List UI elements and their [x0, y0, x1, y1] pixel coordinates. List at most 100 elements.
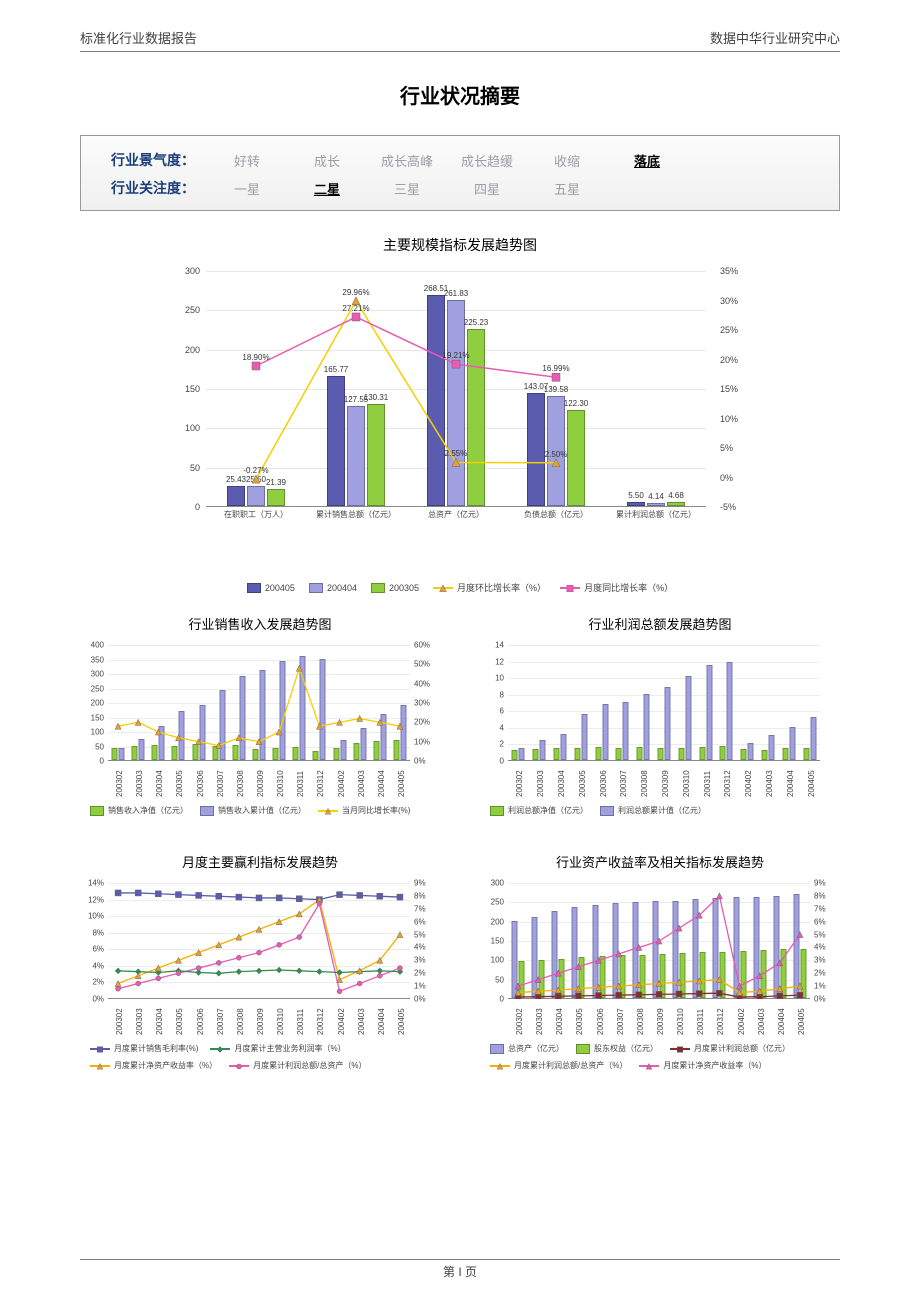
c5-bar — [579, 957, 585, 998]
c5-category: 200402 — [737, 1008, 746, 1035]
chart5-title: 行业资产收益率及相关指标发展趋势 — [480, 852, 840, 871]
c2-category: 200304 — [155, 770, 164, 797]
c3-bar — [644, 694, 650, 760]
c2-bar — [400, 705, 406, 760]
c4-category: 200306 — [196, 1008, 205, 1035]
c5-bar — [639, 955, 645, 998]
c5-category: 200312 — [716, 1008, 725, 1035]
legend-item: 当月同比增长率(%) — [318, 805, 410, 816]
c4-category: 200304 — [155, 1008, 164, 1035]
c5-category: 200304 — [555, 1008, 564, 1035]
c3-bar — [637, 747, 643, 760]
c2-bar — [360, 728, 366, 760]
c2-category: 200309 — [256, 770, 265, 797]
c3-bar — [748, 743, 754, 760]
footer-text: 第 I 页 — [0, 1263, 920, 1280]
c3-bar — [658, 748, 664, 760]
c5-category: 200308 — [636, 1008, 645, 1035]
c3-bar — [602, 704, 608, 760]
c2-bar — [139, 739, 145, 760]
c4-category: 200310 — [276, 1008, 285, 1035]
c2-bar — [179, 711, 185, 760]
c2-bar — [159, 726, 165, 760]
chart1-bar: 261.83 — [447, 300, 465, 506]
c4-category: 200302 — [115, 1008, 124, 1035]
c5-bar — [512, 921, 518, 998]
status-option: 二星 — [299, 179, 355, 198]
chart1-bar: 4.68 — [667, 502, 685, 506]
c2-bar — [112, 748, 118, 760]
c3-category: 200306 — [599, 770, 608, 797]
c3-bar — [699, 747, 705, 760]
c4-category: 200403 — [357, 1008, 366, 1035]
legend-item: 月度累计净资产收益率（%） — [639, 1060, 766, 1071]
c2-bar — [212, 746, 218, 760]
c5-bar — [793, 894, 799, 998]
c3-category: 200308 — [640, 770, 649, 797]
legend-item: 月度同比增长率（%） — [560, 581, 673, 594]
c2-bar — [300, 656, 306, 760]
c3-bar — [574, 748, 580, 760]
chart3-title: 行业利润总额发展趋势图 — [480, 614, 840, 633]
c2-category: 200311 — [296, 771, 305, 797]
c2-bar — [132, 746, 138, 760]
c3-category: 200310 — [682, 770, 691, 797]
c2-bar — [199, 705, 205, 760]
c3-bar — [720, 746, 726, 760]
c3-bar — [762, 750, 768, 760]
c5-category: 200303 — [535, 1008, 544, 1035]
c2-bar — [373, 741, 379, 760]
c4-category: 200312 — [316, 1008, 325, 1035]
c3-bar — [810, 717, 816, 760]
chart1-category: 总资产（亿元） — [406, 509, 506, 520]
c2-bar — [313, 751, 319, 760]
page-title: 行业状况摘要 — [60, 80, 860, 109]
legend-item: 月度累计利润总额（亿元） — [670, 1043, 790, 1054]
c5-bar — [612, 903, 618, 998]
footer-rule — [80, 1259, 840, 1260]
c3-category: 200404 — [786, 770, 795, 797]
c5-bar — [532, 917, 538, 998]
legend-item: 200305 — [371, 581, 419, 594]
chart1-category: 在职职工（万人） — [206, 509, 306, 520]
c2-category: 200310 — [276, 770, 285, 797]
c3-bar — [533, 749, 539, 760]
c3-bar — [727, 662, 733, 760]
c3-bar — [706, 665, 712, 760]
chart1-bar: 25.50 — [247, 486, 265, 506]
c5-bar — [780, 949, 786, 998]
c5-category: 200302 — [515, 1008, 524, 1035]
c3-category: 200311 — [703, 771, 712, 797]
c5-category: 200305 — [575, 1008, 584, 1035]
c3-bar — [803, 748, 809, 760]
c2-category: 200305 — [175, 770, 184, 797]
status-option: 好转 — [219, 151, 275, 170]
c3-category: 200304 — [557, 770, 566, 797]
c5-bar — [539, 960, 545, 998]
c5-category: 200307 — [616, 1008, 625, 1035]
c3-bar — [540, 740, 546, 760]
chart1-category: 累计销售总额（亿元） — [306, 509, 406, 520]
chart2-title: 行业销售收入发展趋势图 — [80, 614, 440, 633]
c5-bar — [619, 955, 625, 998]
c3-bar — [782, 748, 788, 760]
c5-bar — [680, 953, 686, 998]
c2-category: 200307 — [216, 770, 225, 797]
chart5-legend: 总资产（亿元）股东权益（亿元）月度累计利润总额（亿元）月度累计利润总额/总资产（… — [480, 1043, 840, 1071]
legend-item: 销售收入净值（亿元） — [90, 805, 188, 816]
c5-bar — [673, 901, 679, 998]
c2-bar — [253, 749, 259, 760]
c5-bar — [653, 901, 659, 998]
legend-item: 月度累计净资产收益率（%） — [90, 1060, 217, 1071]
status-box: 行业景气度：好转成长成长高峰成长趋缓收缩落底 行业关注度：一星二星三星四星五星 — [80, 135, 840, 211]
chart1-bar: 225.23 — [467, 329, 485, 506]
c3-category: 200302 — [515, 770, 524, 797]
c2-bar — [353, 743, 359, 760]
header-rule — [80, 51, 840, 52]
c5-category: 200310 — [676, 1008, 685, 1035]
chart4-legend: 月度累计销售毛利率(%)月度累计主营业务利润率（%）月度累计净资产收益率（%）月… — [80, 1043, 440, 1071]
c2-category: 200308 — [236, 770, 245, 797]
c3-bar — [685, 676, 691, 761]
chart1-bar: 4.14 — [647, 503, 665, 506]
c5-category: 200311 — [696, 1009, 705, 1035]
